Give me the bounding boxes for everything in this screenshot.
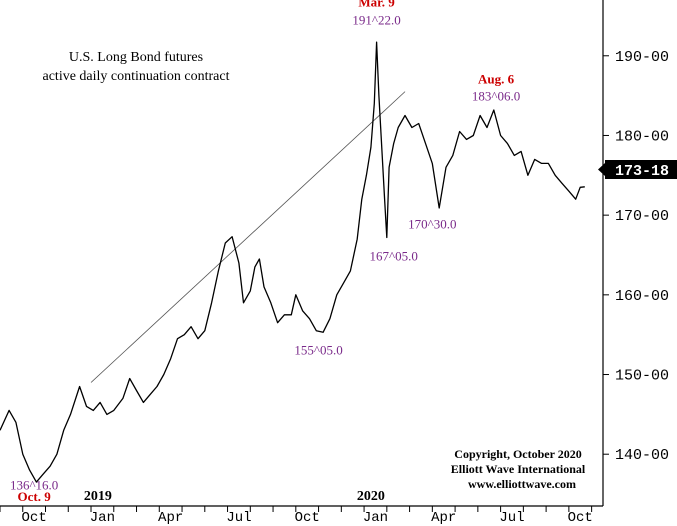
y-tick-label: 140-00	[615, 447, 669, 464]
company-name: Elliott Wave International	[451, 462, 586, 476]
copyright-line: Copyright, October 2020	[454, 447, 581, 461]
annotation-label: 191^22.0	[352, 13, 400, 28]
trendline	[90, 91, 406, 383]
annotation-label: 155^05.0	[294, 343, 342, 358]
x-axis: Oct Jan Apr Jul Oct Jan Apr Jul Oct 2019 2020	[0, 489, 593, 526]
annotation-label: 136^16.0	[10, 477, 58, 492]
last-price-box	[605, 160, 677, 179]
x-tick-label: Apr	[158, 510, 183, 526]
last-price-badge: 173-18	[598, 160, 677, 180]
x-tick-label: Oct	[295, 510, 320, 526]
x-tick-label: Jul	[499, 510, 524, 526]
y-tick-label: 180-00	[615, 128, 669, 145]
annotation-label: Aug. 6	[478, 72, 515, 87]
y-tick-label: 170-00	[615, 208, 669, 225]
year-label: 2020	[357, 489, 385, 504]
x-tick-label: Oct	[568, 510, 593, 526]
price-series-line	[0, 41, 585, 483]
x-tick-label: Jul	[226, 510, 251, 526]
last-price-label: 173-18	[615, 163, 669, 180]
annotation-label: 167^05.0	[369, 249, 417, 264]
year-label: 2019	[84, 489, 112, 504]
chart-subtitle: active daily continuation contract	[43, 69, 230, 84]
x-tick-label: Oct	[22, 510, 47, 526]
copyright-block: Copyright, October 2020 Elliott Wave Int…	[451, 447, 586, 491]
x-tick-label: Jan	[363, 510, 388, 526]
y-tick-label: 160-00	[615, 288, 669, 305]
annotation-label: Oct. 9	[18, 489, 52, 504]
y-tick-label: 190-00	[615, 49, 669, 66]
chart-title: U.S. Long Bond futures	[69, 50, 203, 65]
y-tick-label: 150-00	[615, 368, 669, 385]
y-axis: 190-00 180-00 170-00 160-00 150-00 140-00	[603, 49, 669, 464]
annotation-label: 183^06.0	[472, 88, 520, 103]
x-tick-label: Jan	[90, 510, 115, 526]
x-tick-label: Apr	[431, 510, 456, 526]
website-url: www.elliottwave.com	[468, 477, 576, 491]
last-price-pointer	[598, 163, 605, 176]
annotation-label: Mar. 9	[358, 0, 395, 9]
annotation-label: 170^30.0	[408, 217, 456, 232]
